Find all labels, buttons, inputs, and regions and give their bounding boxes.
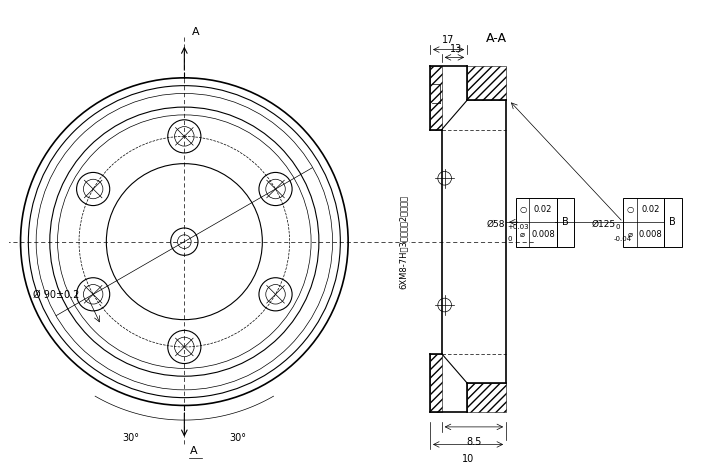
Text: 0.02: 0.02 <box>641 205 660 214</box>
Text: 30°: 30° <box>230 433 247 443</box>
Text: A: A <box>192 27 200 37</box>
Text: 8.5: 8.5 <box>466 437 481 446</box>
Text: B: B <box>562 217 569 227</box>
Text: 10: 10 <box>462 454 474 464</box>
Text: +0.03: +0.03 <box>507 224 529 230</box>
Bar <box>664 198 682 247</box>
Text: ○: ○ <box>626 205 633 214</box>
Text: ⌀: ⌀ <box>520 230 525 239</box>
Polygon shape <box>430 354 442 412</box>
Bar <box>516 198 557 247</box>
Text: 13: 13 <box>450 44 462 54</box>
Text: 0.008: 0.008 <box>531 230 555 239</box>
Text: 0.008: 0.008 <box>638 230 662 239</box>
Bar <box>623 198 664 247</box>
Polygon shape <box>467 383 506 412</box>
Polygon shape <box>430 66 442 130</box>
Text: Ø125: Ø125 <box>592 219 616 228</box>
Text: Ø 90±0.2: Ø 90±0.2 <box>33 290 80 300</box>
Text: B: B <box>670 217 676 227</box>
Text: 17: 17 <box>443 35 455 45</box>
Text: 0.02: 0.02 <box>534 205 552 214</box>
Text: 0: 0 <box>507 236 512 242</box>
Text: ○: ○ <box>519 205 526 214</box>
Text: -0.04: -0.04 <box>614 236 631 242</box>
Text: 30°: 30° <box>122 433 139 443</box>
Text: A: A <box>190 446 198 456</box>
Polygon shape <box>467 66 506 100</box>
Text: A-A: A-A <box>486 32 507 45</box>
Text: 0: 0 <box>615 224 620 230</box>
Text: Ø58: Ø58 <box>486 219 505 228</box>
Text: 6XM8-7H（3个一组，2组均布）: 6XM8-7H（3个一组，2组均布） <box>398 195 407 289</box>
Text: ⌀: ⌀ <box>627 230 632 239</box>
Bar <box>557 198 574 247</box>
